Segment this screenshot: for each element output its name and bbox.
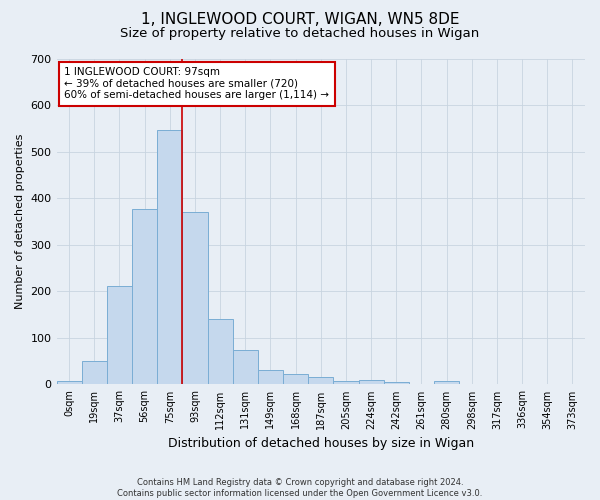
Text: 1 INGLEWOOD COURT: 97sqm
← 39% of detached houses are smaller (720)
60% of semi-: 1 INGLEWOOD COURT: 97sqm ← 39% of detach… bbox=[64, 67, 329, 100]
Bar bbox=[359, 380, 383, 384]
Bar bbox=[334, 380, 359, 384]
Y-axis label: Number of detached properties: Number of detached properties bbox=[15, 134, 25, 310]
Bar bbox=[308, 378, 334, 384]
X-axis label: Distribution of detached houses by size in Wigan: Distribution of detached houses by size … bbox=[168, 437, 474, 450]
Bar bbox=[233, 350, 258, 384]
Bar bbox=[434, 381, 459, 384]
Bar bbox=[132, 209, 157, 384]
Bar bbox=[56, 381, 82, 384]
Bar bbox=[258, 370, 283, 384]
Bar bbox=[107, 286, 132, 384]
Bar bbox=[182, 212, 208, 384]
Bar bbox=[208, 320, 233, 384]
Text: Contains HM Land Registry data © Crown copyright and database right 2024.
Contai: Contains HM Land Registry data © Crown c… bbox=[118, 478, 482, 498]
Text: 1, INGLEWOOD COURT, WIGAN, WN5 8DE: 1, INGLEWOOD COURT, WIGAN, WN5 8DE bbox=[141, 12, 459, 28]
Text: Size of property relative to detached houses in Wigan: Size of property relative to detached ho… bbox=[121, 28, 479, 40]
Bar bbox=[383, 382, 409, 384]
Bar bbox=[157, 130, 182, 384]
Bar bbox=[82, 361, 107, 384]
Bar bbox=[283, 374, 308, 384]
